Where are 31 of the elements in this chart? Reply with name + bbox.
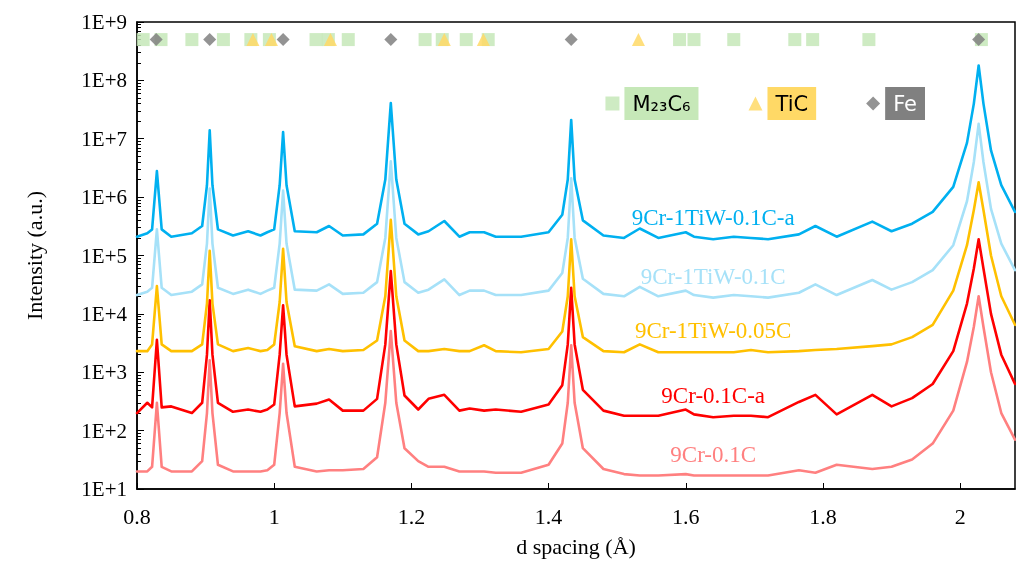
y-tick-label: 1E+2 — [81, 418, 127, 443]
series-label: 9Cr-0.1C-a — [661, 383, 766, 409]
y-tick-label: 1E+9 — [81, 10, 127, 34]
x-tick-label: 1.4 — [534, 503, 563, 529]
series-label: 9Cr-0.1C — [670, 441, 757, 467]
legend-label: Fe — [893, 91, 918, 116]
y-tick-label: 1E+1 — [81, 477, 127, 501]
y-tick-label: 1E+6 — [81, 185, 127, 210]
series-label: 9Cr-1TiW-0.1C — [640, 263, 786, 289]
x-axis-title: d spacing (Å) — [516, 533, 636, 559]
x-tick-label: 1.6 — [672, 503, 700, 529]
x-tick-label: 1.8 — [809, 503, 837, 529]
x-tick-label: 1.2 — [397, 503, 426, 529]
y-tick-label: 1E+4 — [81, 301, 128, 326]
x-tick-label: 0.8 — [123, 503, 151, 529]
legend-label: TiC — [774, 91, 809, 116]
line-series — [135, 295, 1016, 477]
line-series — [135, 122, 1016, 299]
y-tick-label: 1E+3 — [81, 360, 127, 385]
line-series — [135, 237, 1016, 419]
y-axis-title: Intensity (a.u.) — [21, 191, 47, 320]
line-series — [135, 64, 1016, 241]
legend-label: M₂₃C₆ — [632, 91, 691, 116]
y-tick-label: 1E+7 — [81, 126, 127, 151]
y-tick-label: 1E+5 — [81, 243, 127, 268]
y-tick-label: 1E+8 — [81, 68, 127, 93]
series-label: 9Cr-1TiW-0.1C-a — [631, 205, 795, 231]
line-series — [135, 180, 1016, 354]
x-tick-label: 1 — [268, 503, 280, 529]
series-label: 9Cr-1TiW-0.05C — [634, 318, 792, 344]
x-tick-label: 2 — [954, 503, 966, 529]
